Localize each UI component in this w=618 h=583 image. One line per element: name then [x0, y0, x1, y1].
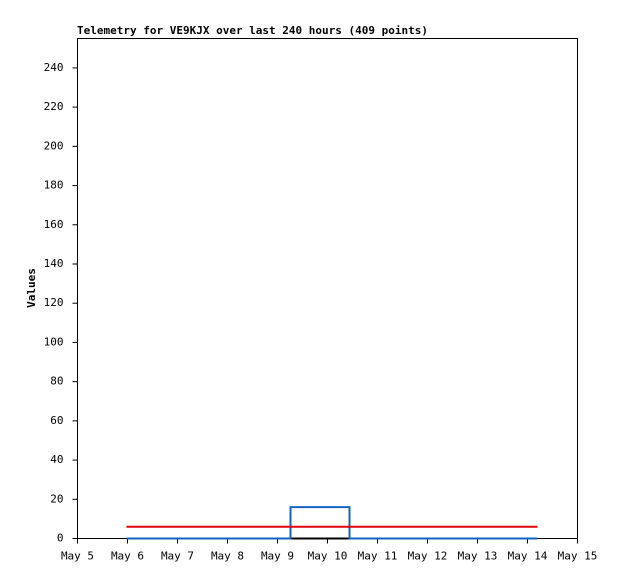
- chart-title: Telemetry for VE9KJX over last 240 hours…: [77, 24, 428, 37]
- y-tick-label: 180: [44, 179, 64, 192]
- x-tick-label: May 11: [358, 550, 398, 563]
- y-tick-label: 20: [50, 492, 63, 505]
- x-tick-label: May 7: [161, 550, 194, 563]
- y-tick-label: 40: [50, 453, 63, 466]
- data-line: [126, 506, 538, 540]
- x-tick-label: May 5: [61, 550, 94, 563]
- x-tick-label: May 8: [211, 550, 244, 563]
- x-tick-label: May 6: [111, 550, 144, 563]
- y-tick-label: 140: [44, 257, 64, 270]
- y-tick-label: 220: [44, 100, 64, 113]
- x-tick-label: May 14: [508, 550, 548, 563]
- y-tick-label: 60: [50, 414, 63, 427]
- y-tick-label: 100: [44, 335, 64, 348]
- y-tick-label: 160: [44, 218, 64, 231]
- x-tick-label: May 9: [261, 550, 294, 563]
- x-tick-label: May 15: [558, 550, 598, 563]
- x-tick-label: May 10: [308, 550, 348, 563]
- y-tick-label: 240: [44, 61, 64, 74]
- y-tick-label: 0: [57, 532, 64, 545]
- x-tick-label: May 12: [408, 550, 448, 563]
- y-tick-label: 120: [44, 296, 64, 309]
- y-tick-label: 80: [50, 375, 63, 388]
- y-axis-label: Values: [25, 268, 38, 308]
- plot-frame: [77, 38, 578, 539]
- x-tick-label: May 13: [458, 550, 498, 563]
- y-tick-label: 200: [44, 139, 64, 152]
